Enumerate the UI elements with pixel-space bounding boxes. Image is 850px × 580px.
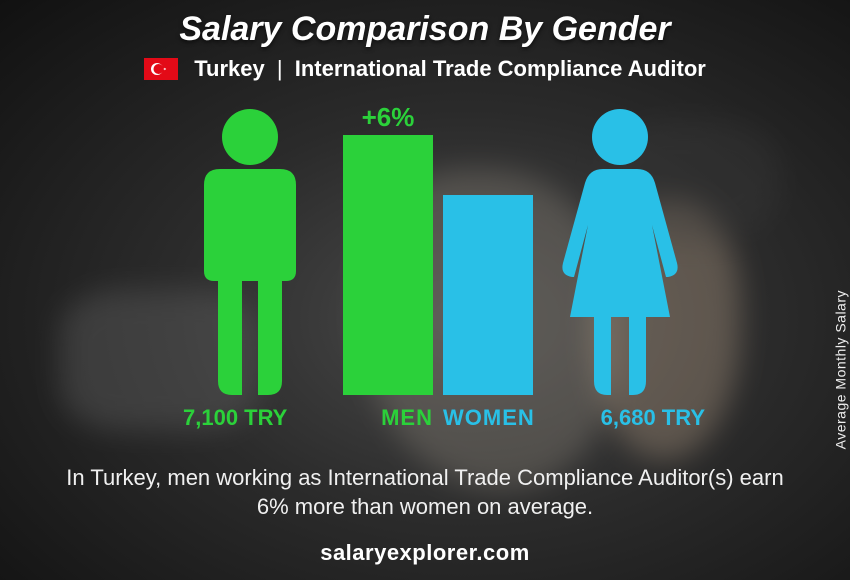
y-axis-label: Average Monthly Salary: [832, 290, 848, 449]
separator: |: [277, 56, 283, 81]
turkey-flag-icon: [144, 58, 178, 80]
bar-men: +6% MEN: [343, 135, 433, 395]
delta-label: +6%: [362, 102, 415, 133]
men-salary-value: 7,100 TRY: [183, 405, 287, 431]
women-label: WOMEN: [443, 405, 583, 431]
infographic-stage: Salary Comparison By Gender Turkey | Int…: [0, 0, 850, 580]
bar-women: WOMEN: [443, 195, 533, 395]
men-label: MEN: [293, 405, 433, 431]
country-label: Turkey: [194, 56, 265, 81]
chart-inner: +6% MEN WOMEN 7,100 TRY 6,680 TRY: [105, 92, 745, 435]
job-title-label: International Trade Compliance Auditor: [295, 56, 706, 81]
women-salary-value: 6,680 TRY: [601, 405, 705, 431]
male-pictogram-icon: [185, 105, 315, 395]
subtitle: Turkey | International Trade Compliance …: [0, 56, 850, 82]
source-footer: salaryexplorer.com: [0, 540, 850, 566]
female-pictogram-icon: [555, 105, 685, 395]
caption-text: In Turkey, men working as International …: [60, 463, 790, 522]
page-title: Salary Comparison By Gender: [0, 10, 850, 49]
gender-salary-chart: +6% MEN WOMEN 7,100 TRY 6,680 TRY: [0, 92, 850, 435]
